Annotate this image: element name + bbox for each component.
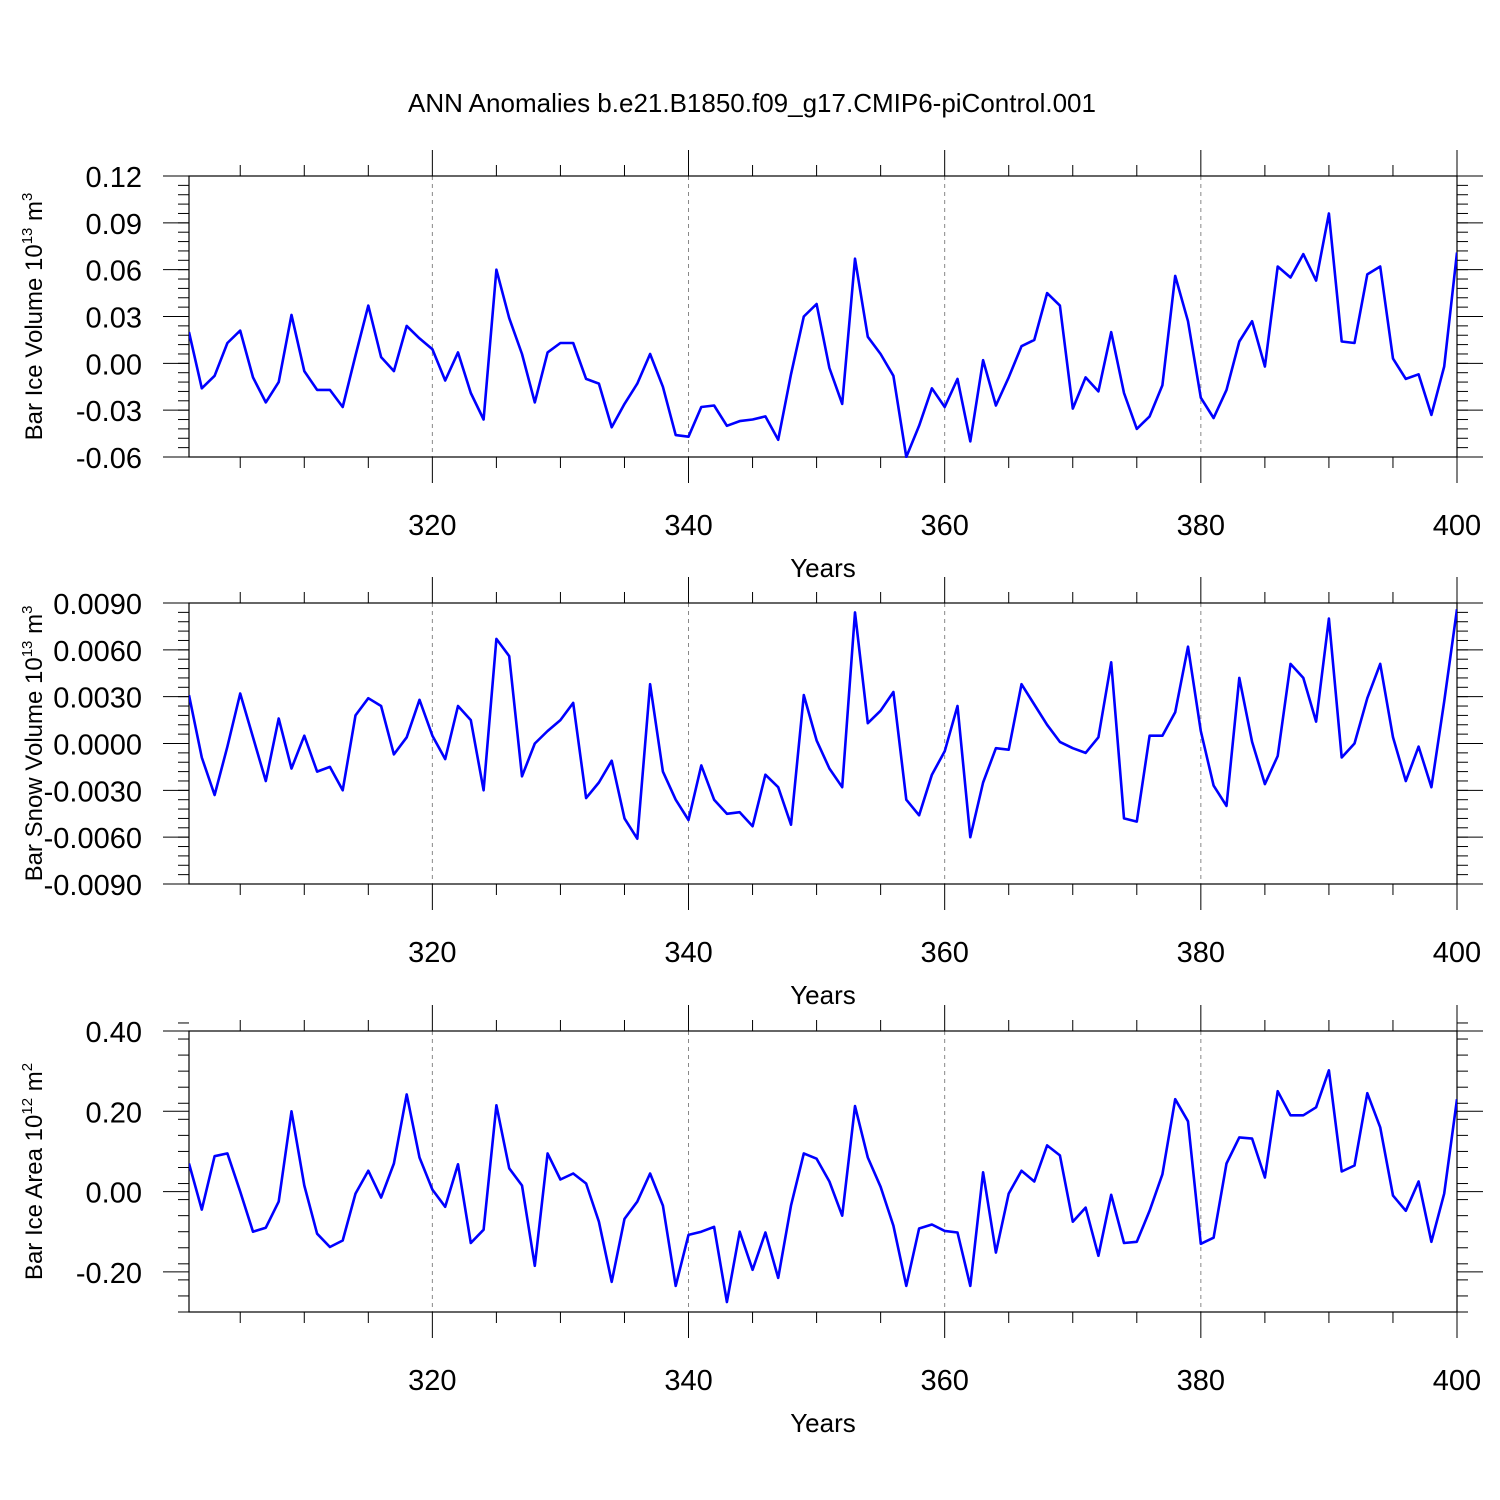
x-axis-label: Years: [790, 553, 856, 583]
y-axis-label: Bar Snow Volume 1013 m3: [19, 606, 48, 882]
x-tick-label: 400: [1433, 510, 1481, 542]
panel-2: -0.0090 -0.0060 -0.0030 0.0000 0.0030 0.0060 0…: [19, 577, 1483, 1010]
y-axis-label: Bar Ice Volume 1013 m3: [19, 193, 48, 441]
x-tick-label: 380: [1177, 510, 1225, 542]
y-tick-label: -0.0030: [44, 776, 142, 808]
y-label-unit: m: [21, 614, 48, 641]
x-tick-label: 340: [664, 510, 712, 542]
y-tick-label: 0.00: [86, 349, 142, 381]
figure-title: ANN Anomalies b.e21.B1850.f09_g17.CMIP6-…: [408, 88, 1096, 118]
panels: -0.06 -0.03 0.00 0.03 0.06 0.09 0.12 320 340 360 3…: [19, 150, 1483, 1438]
x-tick-label: 400: [1433, 937, 1481, 969]
y-label-text: Bar Ice Volume 10: [21, 244, 48, 440]
y-label-exponent: 13: [19, 641, 36, 658]
y-label-unit: m: [21, 201, 48, 228]
x-tick-label: 380: [1177, 937, 1225, 969]
y-label-unit-exponent: 3: [19, 606, 36, 614]
y-label-text: Bar Snow Volume 10: [21, 657, 48, 881]
x-tick-label: 360: [920, 1365, 968, 1397]
y-label-exponent: 13: [19, 228, 36, 245]
y-tick-label: 0.03: [86, 303, 142, 335]
y-tick-label: 0.00: [86, 1178, 142, 1210]
panel-3: -0.20 0.00 0.20 0.40 320 340 360 380 400 Years Bar…: [19, 1005, 1483, 1438]
y-tick-label: 0.0090: [53, 589, 142, 621]
y-tick-label: -0.03: [76, 396, 142, 428]
x-tick-label: 340: [664, 1365, 712, 1397]
y-tick-label: 0.09: [86, 209, 142, 241]
y-tick-label: 0.06: [86, 256, 142, 288]
y-tick-label: 0.12: [86, 162, 142, 194]
panel-1: -0.06 -0.03 0.00 0.03 0.06 0.09 0.12 320 340 360 3…: [19, 150, 1483, 583]
y-label-exponent: 12: [19, 1098, 36, 1115]
series-line: [189, 609, 1457, 841]
plot-frame: [188, 1030, 1458, 1313]
x-tick-label: 340: [664, 937, 712, 969]
x-tick-label: 320: [408, 937, 456, 969]
x-axis-label: Years: [790, 980, 856, 1010]
plot-frame: [188, 602, 1458, 885]
y-label-unit-exponent: 3: [19, 193, 36, 201]
x-tick-label: 360: [920, 937, 968, 969]
y-tick-label: 0.20: [86, 1097, 142, 1129]
y-tick-label: 0.0000: [53, 730, 142, 762]
x-tick-label: 320: [408, 1365, 456, 1397]
y-tick-label: -0.0090: [44, 870, 142, 902]
y-tick-label: 0.0030: [53, 683, 142, 715]
y-tick-label: 0.40: [86, 1017, 142, 1049]
y-axis-label: Bar Ice Area 1012 m2: [19, 1063, 48, 1280]
y-tick-label: -0.06: [76, 443, 142, 475]
y-label-unit-exponent: 2: [19, 1063, 36, 1071]
series-line: [189, 212, 1457, 458]
plot-frame: [188, 175, 1458, 458]
y-tick-label: 0.0060: [53, 636, 142, 668]
y-tick-label: -0.20: [76, 1258, 142, 1290]
y-label-text: Bar Ice Area 10: [21, 1115, 48, 1280]
x-tick-label: 380: [1177, 1365, 1225, 1397]
x-tick-label: 320: [408, 510, 456, 542]
series-line: [189, 1069, 1457, 1304]
x-axis-label: Years: [790, 1408, 856, 1438]
x-tick-label: 360: [920, 510, 968, 542]
y-tick-label: -0.0060: [44, 823, 142, 855]
x-tick-label: 400: [1433, 1365, 1481, 1397]
y-label-unit: m: [21, 1071, 48, 1098]
